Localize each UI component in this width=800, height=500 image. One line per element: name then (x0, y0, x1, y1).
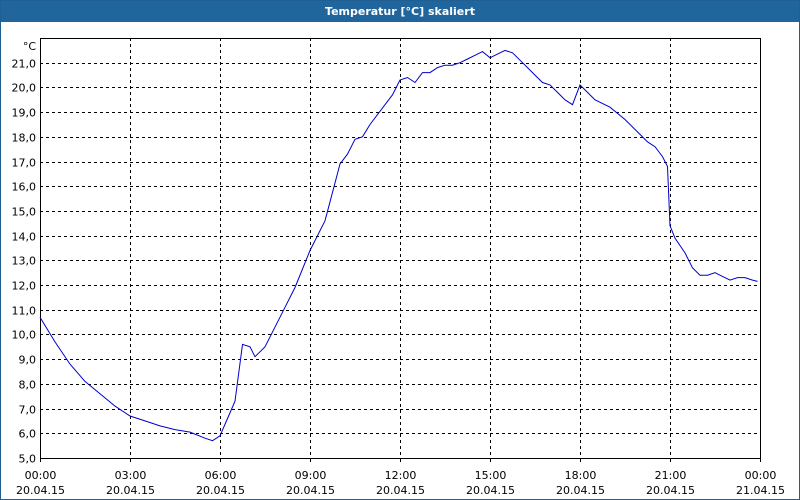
x-tick-time: 06:00 (205, 469, 237, 482)
y-tick-label: 11,0 (12, 305, 37, 318)
x-tick-time: 03:00 (115, 469, 147, 482)
y-tick-label: 14,0 (12, 231, 37, 244)
y-tick-label: 5,0 (19, 453, 37, 466)
y-tick-label: 15,0 (12, 206, 37, 219)
y-tick-label: 21,0 (12, 58, 37, 71)
temperature-series-line (39, 49, 758, 442)
y-tick-label: 8,0 (19, 379, 37, 392)
y-tick-label: 6,0 (19, 428, 37, 441)
y-tick-label: 10,0 (12, 329, 37, 342)
y-tick-label: 17,0 (12, 157, 37, 170)
x-tick-time: 21:00 (655, 469, 687, 482)
y-tick-label: 20,0 (12, 82, 37, 95)
window-title: Temperatur [°C] skaliert (1, 1, 799, 22)
x-tick-date: 20.04.15 (196, 484, 245, 497)
x-tick-time: 00:00 (25, 469, 57, 482)
y-tick-label: 18,0 (12, 132, 37, 145)
series (39, 49, 758, 442)
x-tick-time: 15:00 (475, 469, 507, 482)
y-tick-label: 7,0 (19, 404, 37, 417)
x-tick-time: 12:00 (385, 469, 417, 482)
x-tick-time: 00:00 (745, 469, 777, 482)
axes (40, 38, 761, 462)
y-tick-labels: 5,0 6,0 7,0 8,0 9,0 10,0 11,0 12,0 13,0 14,0 15,0 1… (12, 58, 37, 466)
y-tick-label: 12,0 (12, 280, 37, 293)
y-tick-label: 19,0 (12, 107, 37, 120)
y-axis-unit: °C (23, 40, 37, 53)
x-tick-labels: 00:00 20.04.15 03:00 20.04.15 06:00 20.04.15 0… (16, 469, 785, 497)
x-tick-date: 20.04.15 (16, 484, 65, 497)
plot-frame (40, 38, 761, 459)
x-tick-time: 18:00 (565, 469, 597, 482)
x-tick-date: 20.04.15 (286, 484, 335, 497)
x-tick-time: 09:00 (295, 469, 327, 482)
x-tick-date: 20.04.15 (556, 484, 605, 497)
y-tick-label: 9,0 (19, 354, 37, 367)
x-tick-date: 20.04.15 (646, 484, 695, 497)
y-tick-label: 16,0 (12, 181, 37, 194)
x-tick-date: 20.04.15 (376, 484, 425, 497)
x-tick-date: 21.04.15 (736, 484, 785, 497)
y-tick-label: 13,0 (12, 255, 37, 268)
x-tick-date: 20.04.15 (466, 484, 515, 497)
x-tick-date: 20.04.15 (106, 484, 155, 497)
grid (40, 38, 760, 458)
